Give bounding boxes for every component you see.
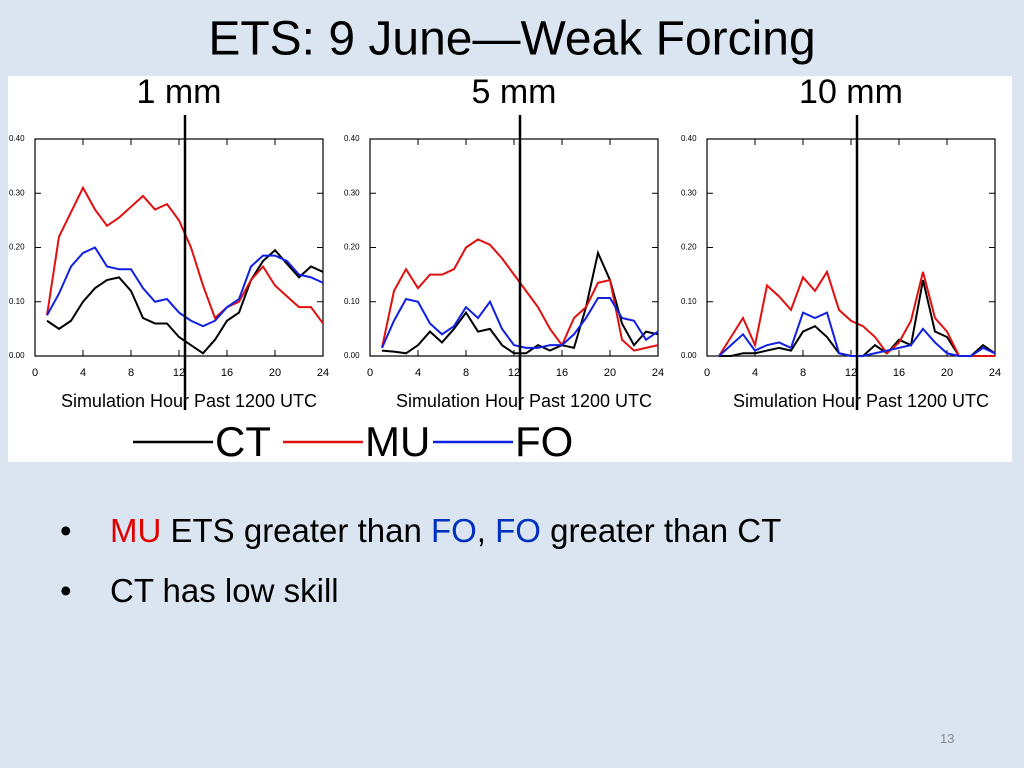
bullet-dot: • xyxy=(60,512,72,549)
y-tick-label: 0.00 xyxy=(681,351,697,360)
y-tick-label: 0.20 xyxy=(681,243,697,252)
bullet-text: FO xyxy=(430,512,477,549)
x-tick-label: 12 xyxy=(508,367,520,379)
y-tick-label: 0.10 xyxy=(681,297,697,306)
x-tick-label: 0 xyxy=(704,367,710,379)
y-tick-label: 0.40 xyxy=(9,134,25,143)
bullet-text: greater than CT xyxy=(540,512,782,549)
y-tick-label: 0.30 xyxy=(344,188,360,197)
x-tick-label: 4 xyxy=(415,367,421,379)
x-tick-label: 8 xyxy=(800,367,806,379)
legend-label: MU xyxy=(365,418,430,465)
bullet-text: CT has low skill xyxy=(110,572,339,609)
y-tick-label: 0.30 xyxy=(681,188,697,197)
legend-label: CT xyxy=(215,418,271,465)
y-tick-label: 0.40 xyxy=(681,134,697,143)
y-tick-label: 0.10 xyxy=(9,297,25,306)
bullet-dot: • xyxy=(60,572,72,609)
x-axis-label: Simulation Hour Past 1200 UTC xyxy=(733,391,989,411)
y-tick-label: 0.10 xyxy=(344,297,360,306)
x-tick-label: 0 xyxy=(367,367,373,379)
bullet-text: ETS greater than xyxy=(161,512,431,549)
legend-label: FO xyxy=(515,418,573,465)
chart-title: 10 mm xyxy=(799,73,903,111)
page-number: 13 xyxy=(940,731,955,746)
y-tick-label: 0.30 xyxy=(9,188,25,197)
x-tick-label: 24 xyxy=(317,367,329,379)
x-axis-label: Simulation Hour Past 1200 UTC xyxy=(61,391,317,411)
chart-title: 5 mm xyxy=(472,73,557,111)
bullet-text: MU xyxy=(110,512,162,549)
x-tick-label: 20 xyxy=(269,367,281,379)
bullet: • CT has low skill xyxy=(60,572,781,632)
x-tick-label: 16 xyxy=(893,367,905,379)
x-tick-label: 16 xyxy=(221,367,233,379)
x-tick-label: 4 xyxy=(80,367,86,379)
slide-title: ETS: 9 June—Weak Forcing xyxy=(208,13,815,66)
chart-title: 1 mm xyxy=(137,73,222,111)
bullet: • MU ETS greater than FO, FO greater than… xyxy=(60,512,781,572)
x-tick-label: 20 xyxy=(604,367,616,379)
x-tick-label: 8 xyxy=(128,367,134,379)
x-tick-label: 0 xyxy=(32,367,38,379)
y-tick-label: 0.20 xyxy=(344,243,360,252)
x-tick-label: 12 xyxy=(173,367,185,379)
x-tick-label: 4 xyxy=(752,367,758,379)
y-tick-label: 0.00 xyxy=(344,351,360,360)
x-tick-label: 20 xyxy=(941,367,953,379)
bullet-text: , xyxy=(476,512,496,549)
y-tick-label: 0.20 xyxy=(9,243,25,252)
x-tick-label: 24 xyxy=(652,367,664,379)
x-tick-label: 16 xyxy=(556,367,568,379)
x-tick-label: 12 xyxy=(845,367,857,379)
x-tick-label: 24 xyxy=(989,367,1001,379)
x-tick-label: 8 xyxy=(463,367,469,379)
x-axis-label: Simulation Hour Past 1200 UTC xyxy=(396,391,652,411)
bullet-text: FO xyxy=(495,512,541,549)
y-tick-label: 0.40 xyxy=(344,134,360,143)
bullet-list: • MU ETS greater than FO, FO greater than… xyxy=(60,512,781,632)
y-tick-label: 0.00 xyxy=(9,351,25,360)
